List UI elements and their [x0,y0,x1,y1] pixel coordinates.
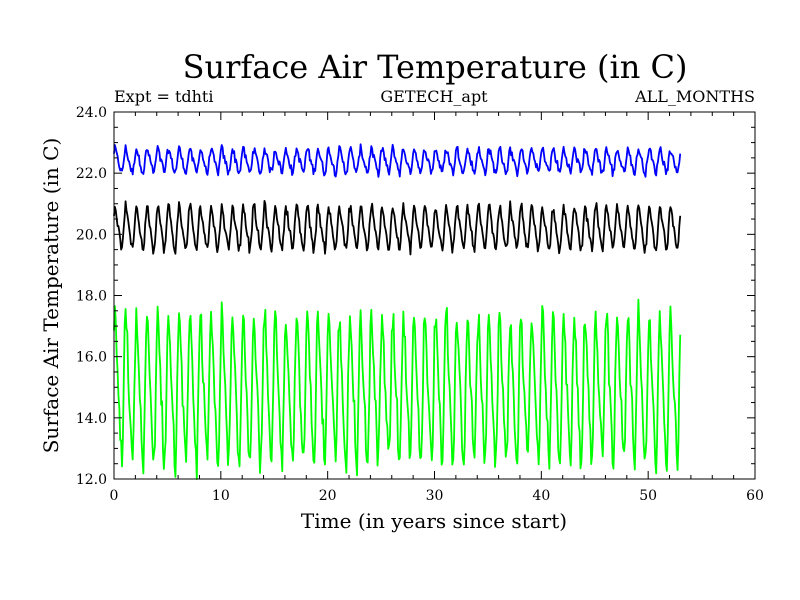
y-axis-label: Surface Air Temperature (in C) [39,138,63,454]
x-tick-label: 50 [639,488,657,504]
x-tick-label: 30 [426,488,444,504]
y-tick-label: 14.0 [76,411,107,427]
y-tick-label: 16.0 [76,350,107,366]
y-tick-label: 20.0 [76,227,107,243]
series-line-middle [113,200,682,256]
x-tick-label: 60 [746,488,764,504]
subtitle-center: GETECH_apt [380,87,488,106]
series-line-upper [113,143,682,178]
x-tick-label: 20 [319,488,337,504]
y-tick-label: 18.0 [76,289,107,305]
subtitle-right: ALL_MONTHS [634,87,755,106]
series-line-lower [113,298,682,480]
y-tick-label: 24.0 [76,105,107,121]
chart-title: Surface Air Temperature (in C) [183,48,688,86]
plot-frame [113,111,756,480]
x-axis-label: Time (in years since start) [301,509,567,533]
tick-layer: 0 10 20 30 40 50 60 12.0 14.0 16.0 18.0 20.0 22.0 24.… [76,105,764,504]
y-tick-label: 12.0 [76,472,107,488]
y-tick-label: 22.0 [76,166,107,182]
subtitle-left: Expt = tdhti [114,87,213,106]
x-tick-label: 40 [532,488,550,504]
x-tick-label: 0 [110,488,119,504]
series-layer [113,143,682,480]
x-tick-label: 10 [212,488,230,504]
